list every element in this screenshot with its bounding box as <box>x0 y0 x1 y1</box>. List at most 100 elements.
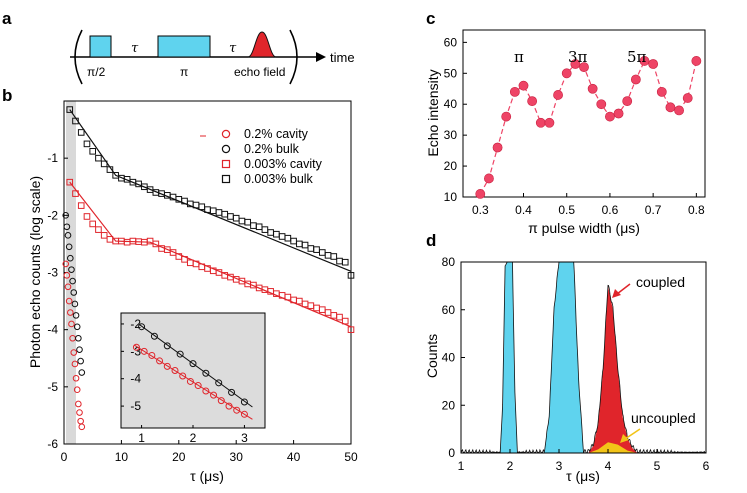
c-point-18 <box>630 74 641 85</box>
pi-pulse <box>157 35 211 58</box>
b-point-s0-9 <box>72 374 80 382</box>
b-marks <box>62 106 355 431</box>
b-point-s3-0 <box>66 106 74 113</box>
b-point-s3-23 <box>198 203 206 211</box>
c-point-0 <box>475 189 486 199</box>
annotation-uncoupled: uncoupled <box>631 410 696 426</box>
inset-xtick-label-1: 2 <box>190 431 197 445</box>
panel-letter-c: c <box>426 9 435 28</box>
b-point-s1-14 <box>78 369 86 376</box>
coupled-arrow-head <box>612 289 621 298</box>
pi-half-label: π/2 <box>87 65 106 79</box>
b-point-s3-1 <box>72 117 79 125</box>
b-ytick-label-4: -5 <box>47 380 58 394</box>
d-ylabel: Counts <box>424 334 440 378</box>
tau-label-1: τ <box>131 41 139 56</box>
b-point-s3-34 <box>261 226 269 233</box>
d-ytick-label-4: 80 <box>442 255 456 269</box>
d-xtick-label-4: 5 <box>654 459 661 473</box>
panel-letter-d: d <box>426 231 436 250</box>
b-xtick-label-2: 20 <box>172 450 186 464</box>
b-point-s1-4 <box>67 254 74 262</box>
c-point-13 <box>587 83 598 94</box>
inset-xtick-label-2: 3 <box>241 431 248 445</box>
b-point-s3-26 <box>215 209 223 216</box>
b-point-s2-43 <box>313 304 320 312</box>
b-point-s1-2 <box>64 232 72 239</box>
b-point-s3-7 <box>106 166 114 173</box>
c-point-5 <box>518 80 529 91</box>
c-point-23 <box>674 105 684 116</box>
inset-point-s1-7 <box>186 377 194 385</box>
legend-label-2: 0.003% cavity <box>244 157 323 171</box>
inset-point-s1-11 <box>217 397 225 405</box>
b-ytick-label-1: -2 <box>47 208 58 222</box>
b-point-s3-39 <box>290 237 297 245</box>
b-point-s2-3 <box>83 213 91 220</box>
b-point-s3-29 <box>232 214 240 222</box>
panel-a: a τ τ π/2 π echo field time <box>2 9 355 85</box>
c-point-3 <box>501 111 512 122</box>
c-ylabel: Echo intensity <box>425 69 441 156</box>
b-point-s0-7 <box>70 349 78 356</box>
legend-label-1: 0.2% bulk <box>244 142 300 156</box>
c-xtick-label-1: 0.4 <box>515 203 532 217</box>
b-point-s3-43 <box>313 246 320 253</box>
c-xtick-label-4: 0.7 <box>645 203 662 217</box>
b-point-s0-4 <box>67 309 74 316</box>
d-xtick-label-3: 4 <box>605 459 612 473</box>
legend-marker-1 <box>221 144 231 154</box>
d-ytick-label-2: 40 <box>442 351 456 365</box>
b-point-s3-32 <box>250 222 257 229</box>
inset-xtick-label-0: 1 <box>138 431 145 445</box>
legend-label-0: 0.2% cavity <box>244 127 309 141</box>
b-point-s0-13 <box>77 417 84 425</box>
c-point-9 <box>553 90 563 100</box>
b-point-s0-1 <box>63 272 71 279</box>
echo-pulse <box>247 31 277 58</box>
annotation-3pi: 3π <box>568 48 588 66</box>
inset-fit-line-0 <box>139 324 253 408</box>
c-point-6 <box>527 96 538 107</box>
d-xtick-label-2: 3 <box>556 459 563 473</box>
inset-point-s1-13 <box>233 406 241 414</box>
c-point-22 <box>665 102 676 113</box>
c-ytick-label-4: 50 <box>444 66 458 80</box>
inset-point-s0-3 <box>176 350 184 358</box>
d-xlabel: τ (μs) <box>566 468 600 484</box>
inset-point-s1-2 <box>148 351 156 359</box>
inset-point-s0-7 <box>228 388 236 396</box>
b-xtick-label-4: 40 <box>287 450 301 464</box>
b-point-s3-40 <box>296 240 303 248</box>
c-ytick-label-1: 20 <box>444 159 458 173</box>
b-point-s1-7 <box>70 289 78 296</box>
b-point-s2-18 <box>169 249 177 256</box>
b-point-s0-10 <box>73 386 81 393</box>
b-point-s2-15 <box>152 240 160 248</box>
inset-point-s1-3 <box>156 357 164 365</box>
inset-point-s0-8 <box>240 398 248 406</box>
b-point-s3-45 <box>324 252 332 259</box>
inset-point-s1-6 <box>179 372 187 380</box>
b-point-s1-3 <box>65 243 73 251</box>
time-label: time <box>330 50 355 65</box>
inset-point-s0-1 <box>150 332 158 340</box>
d-xtick-label-5: 6 <box>703 459 710 473</box>
uncoupled-arrow-line <box>624 428 641 440</box>
c-ytick-label-3: 40 <box>444 97 458 111</box>
b-xlabel: τ (μs) <box>190 468 224 484</box>
c-ytick-label-0: 10 <box>444 190 458 204</box>
b-point-s3-27 <box>221 210 229 218</box>
b-legend: 0.2% cavity 0.2% bulk 0.003% cavity 0.00… <box>200 127 323 186</box>
inset-point-s1-9 <box>202 387 210 395</box>
b-ytick-label-2: -3 <box>47 266 58 280</box>
c-xtick-label-2: 0.5 <box>558 203 575 217</box>
inset-panel <box>120 312 266 429</box>
c-xtick-label-5: 0.8 <box>688 203 705 217</box>
uncoupled-arrow-head <box>620 434 629 443</box>
c-ytick-label-5: 60 <box>444 35 458 49</box>
b-xtick-label-3: 30 <box>230 450 244 464</box>
d-xtick-label-0: 1 <box>458 459 465 473</box>
annotation-pi: π <box>514 48 524 66</box>
b-point-s2-0 <box>66 178 74 186</box>
